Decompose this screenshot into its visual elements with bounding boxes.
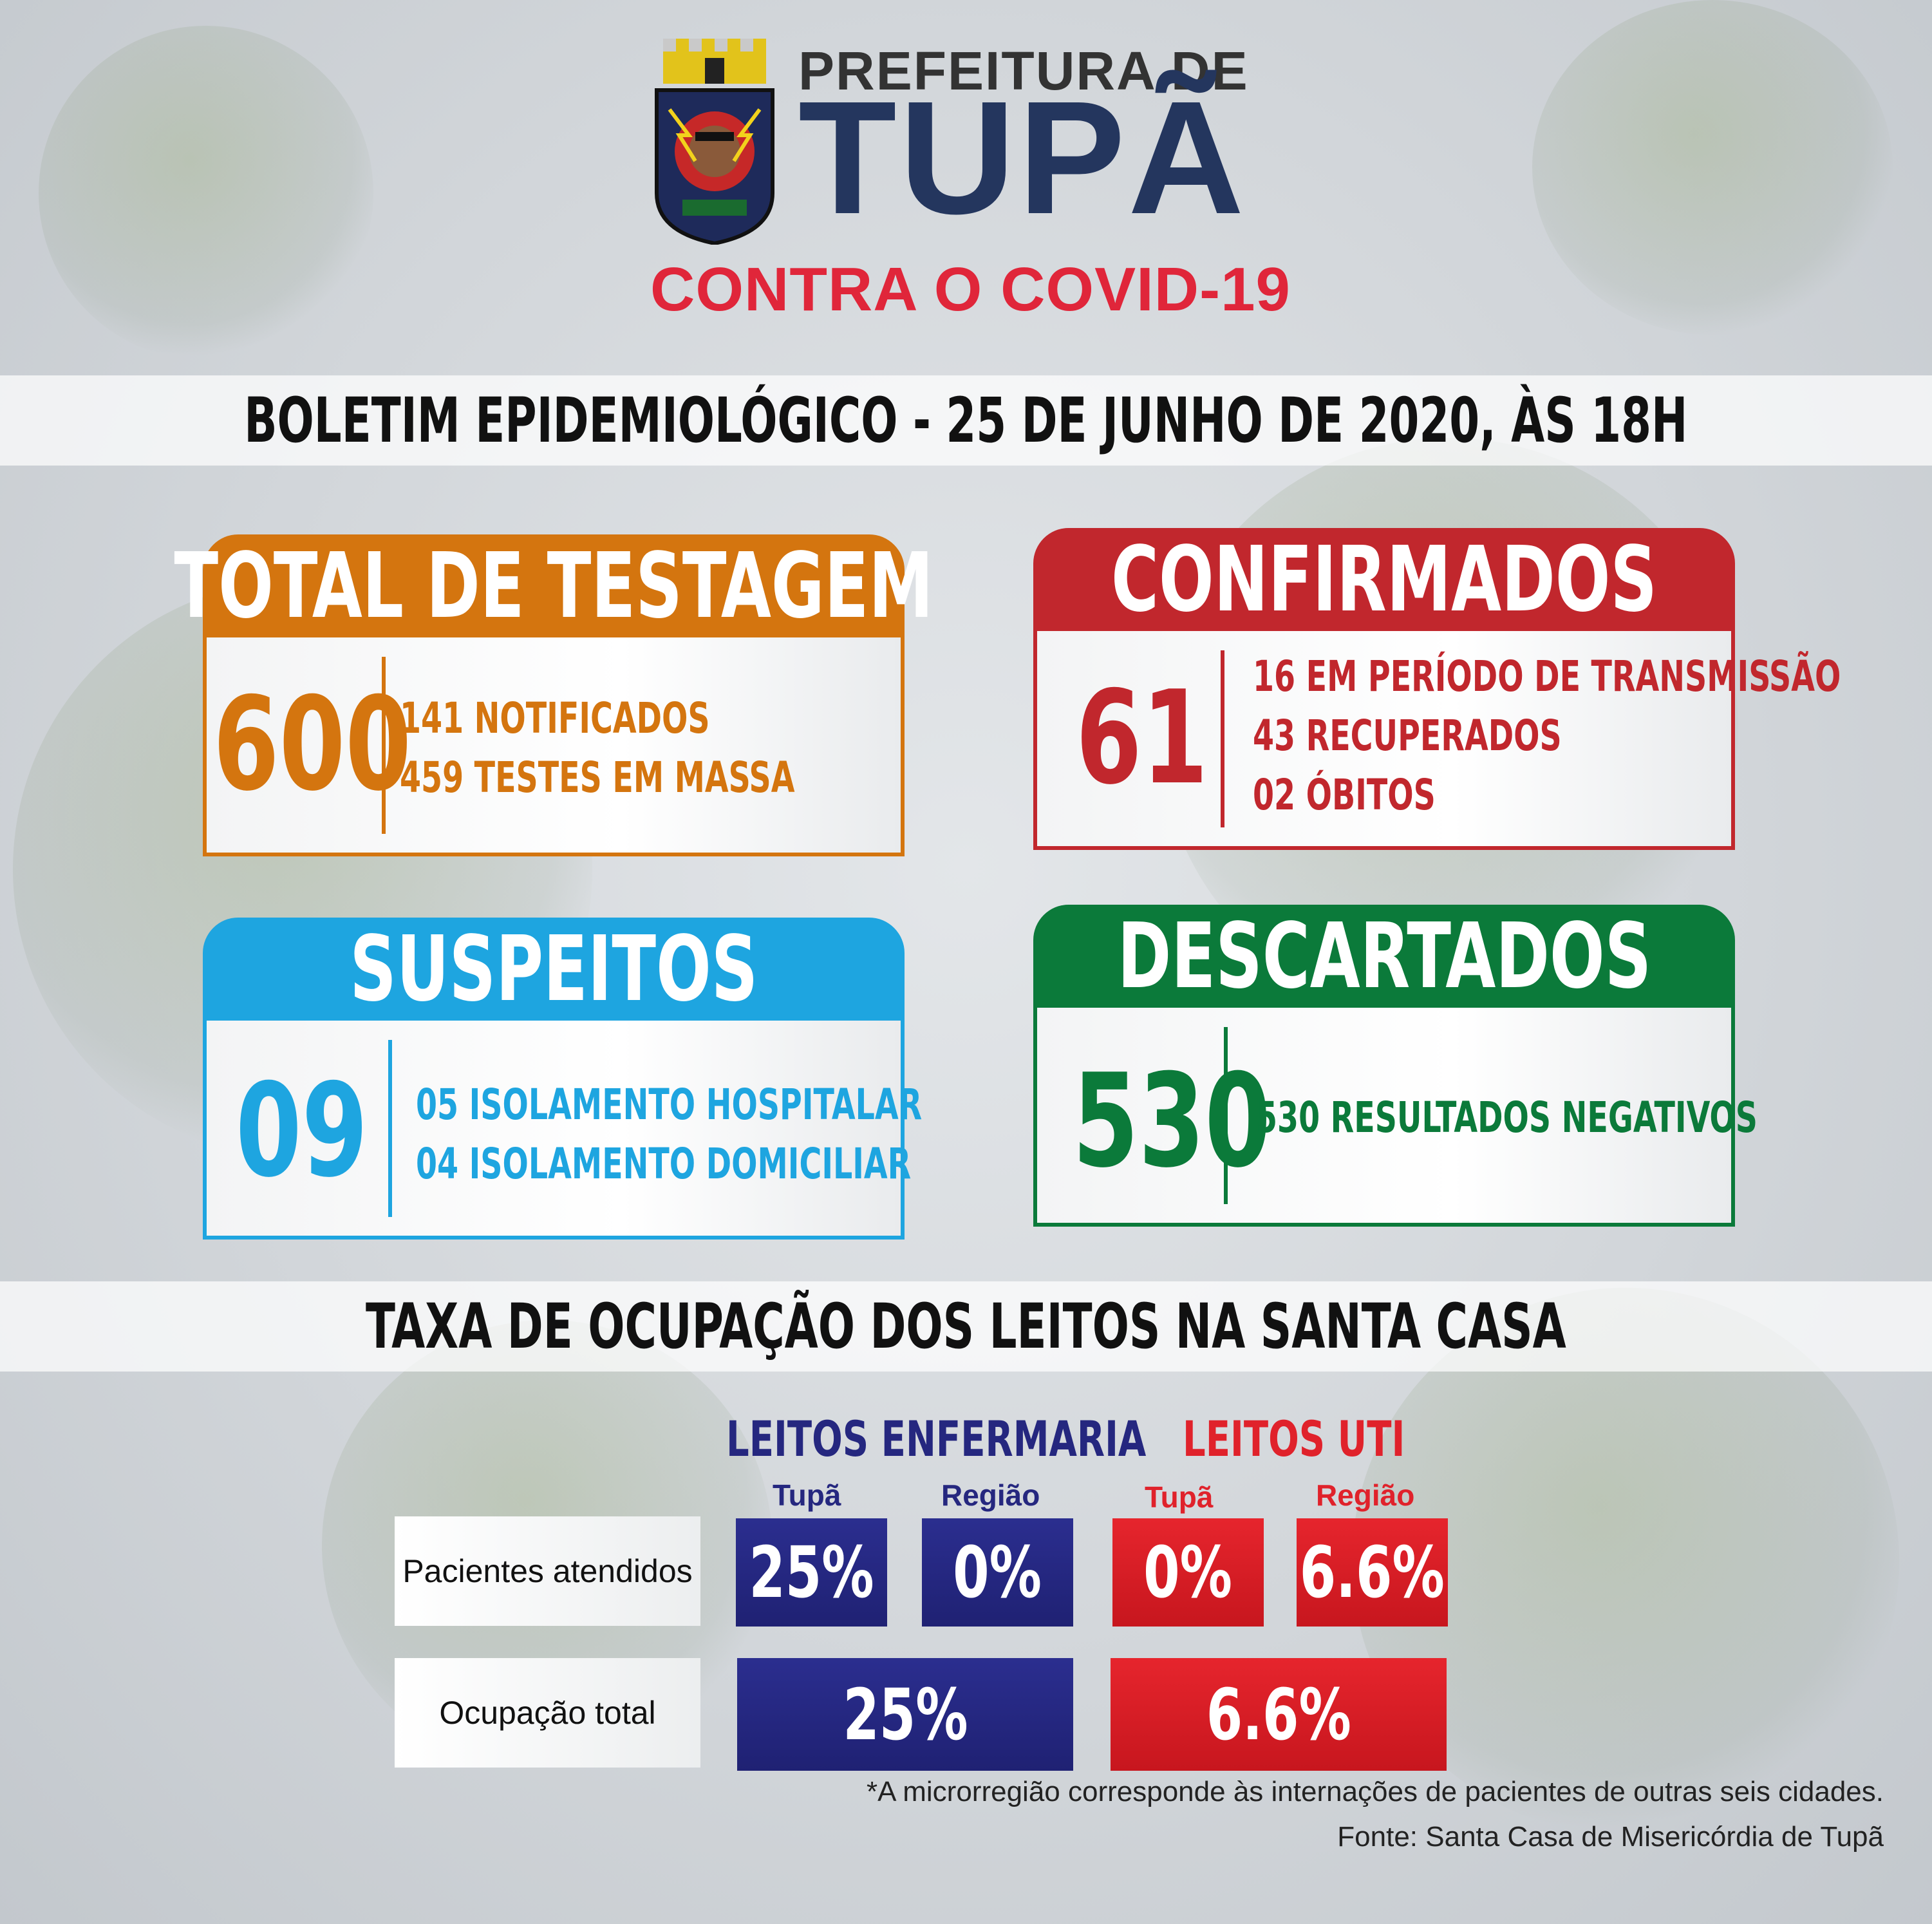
occupancy-band: TAXA DE OCUPAÇÃO DOS LEITOS NA SANTA CAS… (0, 1281, 1932, 1372)
row-label-ocupacao: Ocupação total (395, 1658, 700, 1768)
uti-sub-regiao: Região (1316, 1478, 1415, 1512)
header-campaign: CONTRA O COVID-19 (650, 255, 1291, 324)
cell-uti-tupa: 0% (1112, 1518, 1264, 1627)
uti-header: LEITOS UTI (1183, 1410, 1405, 1467)
card-divider (1221, 650, 1224, 827)
card-suspeitos: SUSPEITOS 09 05 ISOLAMENTO HOSPITALAR 04… (203, 916, 922, 1240)
card-confirmados-body: 61 16 EM PERÍODO DE TRANSMISSÃO 43 RECUP… (1033, 631, 1841, 850)
card-confirmados-line: 16 EM PERÍODO DE TRANSMISSÃO (1253, 652, 1841, 701)
enfermaria-header: LEITOS ENFERMARIA (726, 1410, 1147, 1467)
header-city-name: TUPÃ (798, 68, 1247, 247)
card-descartados-line: 530 RESULTADOS NEGATIVOS (1256, 1093, 1758, 1142)
bulletin-title: BOLETIM EPIDEMIOLÓGICO - 25 DE JUNHO DE … (244, 384, 1688, 457)
occupancy-title: TAXA DE OCUPAÇÃO DOS LEITOS NA SANTA CAS… (366, 1290, 1566, 1363)
card-testagem-lines: 141 NOTIFICADOS 459 TESTES EM MASSA (400, 689, 795, 807)
card-suspeitos-line: 05 ISOLAMENTO HOSPITALAR (416, 1080, 923, 1129)
bulletin-band: BOLETIM EPIDEMIOLÓGICO - 25 DE JUNHO DE … (0, 375, 1932, 466)
cell-enfermaria-regiao-value: 0% (953, 1531, 1042, 1614)
cell-enfermaria-total: 25% (737, 1658, 1073, 1771)
cell-enfermaria-tupa: 25% (736, 1518, 887, 1627)
cell-uti-total: 6.6% (1111, 1658, 1447, 1771)
card-descartados-header: DESCARTADOS (1033, 903, 1735, 1009)
card-confirmados: CONFIRMADOS 61 16 EM PERÍODO DE TRANSMIS… (1033, 527, 1841, 850)
card-suspeitos-value: 09 (236, 1056, 368, 1206)
card-descartados: DESCARTADOS 530 530 RESULTADOS NEGATIVOS (1033, 903, 1758, 1227)
cell-enfermaria-regiao: 0% (922, 1518, 1073, 1627)
header-line1: PREFEITURA DE (798, 41, 1249, 101)
card-suspeitos-line: 04 ISOLAMENTO DOMICILIAR (416, 1139, 912, 1189)
row-label-pacientes: Pacientes atendidos (395, 1516, 700, 1626)
enfermaria-sub-tupa: Tupã (773, 1478, 841, 1512)
cell-uti-tupa-value: 0% (1143, 1531, 1233, 1614)
card-suspeitos-title: SUSPEITOS (349, 916, 758, 1022)
card-testagem-header: TOTAL DE TESTAGEM (174, 534, 933, 639)
enfermaria-sub-regiao: Região (941, 1478, 1040, 1512)
card-divider (382, 657, 386, 834)
card-testagem-line: 459 TESTES EM MASSA (400, 753, 795, 802)
cell-enfermaria-tupa-value: 25% (749, 1531, 874, 1614)
cell-uti-total-value: 6.6% (1206, 1673, 1351, 1756)
card-testagem: TOTAL DE TESTAGEM 600 141 NOTIFICADOS 45… (174, 534, 933, 856)
card-testagem-title: TOTAL DE TESTAGEM (174, 533, 933, 639)
cell-uti-regiao-value: 6.6% (1299, 1531, 1445, 1614)
card-confirmados-title: CONFIRMADOS (1111, 527, 1657, 632)
card-suspeitos-header: SUSPEITOS (203, 916, 905, 1022)
card-descartados-body: 530 530 RESULTADOS NEGATIVOS (1033, 1008, 1758, 1227)
virus-background-decoration (1532, 0, 1893, 335)
uti-sub-tupa: Tupã (1145, 1480, 1214, 1514)
card-confirmados-line: 43 RECUPERADOS (1253, 711, 1562, 760)
card-suspeitos-body: 09 05 ISOLAMENTO HOSPITALAR 04 ISOLAMENT… (203, 1021, 922, 1240)
card-confirmados-header: CONFIRMADOS (1033, 527, 1735, 632)
card-suspeitos-lines: 05 ISOLAMENTO HOSPITALAR 04 ISOLAMENTO D… (416, 1075, 922, 1194)
cell-uti-regiao: 6.6% (1297, 1518, 1448, 1627)
card-descartados-title: DESCARTADOS (1117, 903, 1651, 1009)
card-descartados-value: 530 (1073, 1046, 1271, 1196)
footnote: *A microrregião corresponde às internaçõ… (866, 1776, 1884, 1807)
card-testagem-value: 600 (213, 670, 411, 820)
source-note: Fonte: Santa Casa de Misericórdia de Tup… (1337, 1821, 1884, 1853)
city-coat-of-arms-icon (655, 39, 774, 245)
card-confirmados-value: 61 (1076, 663, 1208, 813)
virus-background-decoration (39, 26, 373, 361)
card-divider (1224, 1027, 1228, 1204)
card-testagem-line: 141 NOTIFICADOS (400, 693, 710, 743)
cell-enfermaria-total-value: 25% (842, 1673, 968, 1756)
card-testagem-body: 600 141 NOTIFICADOS 459 TESTES EM MASSA (203, 637, 905, 856)
card-descartados-lines: 530 RESULTADOS NEGATIVOS (1256, 1088, 1758, 1147)
card-confirmados-lines: 16 EM PERÍODO DE TRANSMISSÃO 43 RECUPERA… (1253, 647, 1841, 825)
card-divider (388, 1040, 392, 1217)
card-confirmados-line: 02 ÓBITOS (1253, 770, 1436, 820)
